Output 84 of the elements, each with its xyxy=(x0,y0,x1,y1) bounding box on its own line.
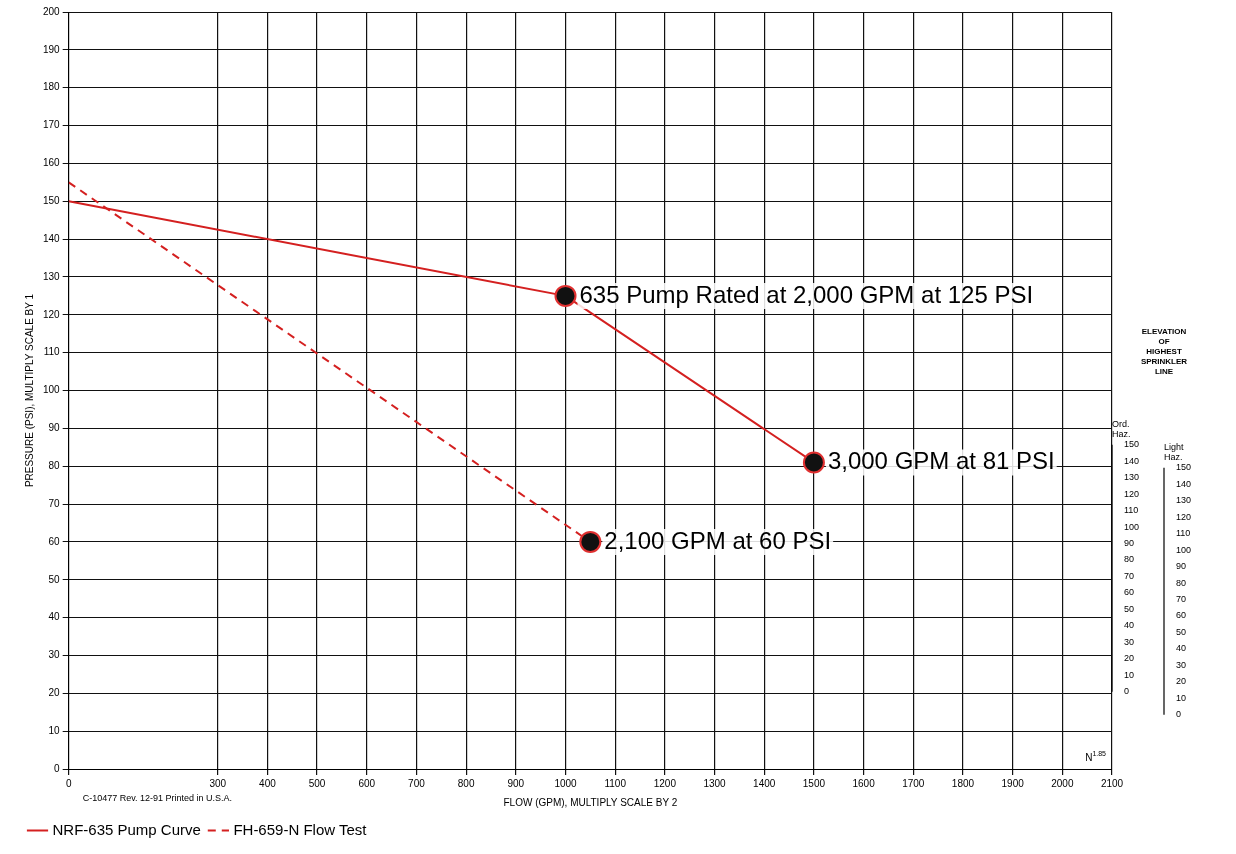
y3-tick-label: 150 xyxy=(1176,462,1192,473)
text: C-10477 Rev. 12-91 Printed in U.S.A. xyxy=(82,793,233,804)
y2-tick-label: 140 xyxy=(1124,455,1140,466)
y2-tick-label: 150 xyxy=(1124,439,1140,450)
y3-tick-label: 40 xyxy=(1176,643,1187,654)
x-tick-label: 1500 xyxy=(802,777,826,789)
x-tick-label: 1700 xyxy=(902,777,925,789)
y-tick-label: 120 xyxy=(43,308,61,320)
x-tick-label: 800 xyxy=(457,777,475,789)
x-tick-label: 1900 xyxy=(1001,777,1025,789)
y-tick-label: 50 xyxy=(48,573,61,585)
y-tick-label: 140 xyxy=(43,232,61,244)
y-tick-label: 130 xyxy=(43,270,61,282)
x-tick-label: 900 xyxy=(507,777,525,789)
y-tick-label: 30 xyxy=(48,649,61,661)
x-tick-label: 0 xyxy=(65,777,72,789)
y3-axis-title: Light Haz. xyxy=(1164,442,1185,463)
y-tick-label: 100 xyxy=(43,384,61,396)
x-tick-label: 1000 xyxy=(554,777,578,789)
y2-tick-label: 10 xyxy=(1124,669,1135,680)
x-tick-label: 400 xyxy=(259,777,277,789)
text: ELEVATION OF HIGHEST SPRINKLER LINE xyxy=(1140,327,1188,377)
x-axis-title: FLOW (GPM), MULTIPLY SCALE BY 2 xyxy=(503,796,678,808)
y2-axis-title: Ord. Haz. xyxy=(1112,419,1131,440)
y-tick-label: 10 xyxy=(48,724,61,736)
y-tick-label: 90 xyxy=(48,422,61,434)
y2-tick-label: 120 xyxy=(1124,488,1140,499)
x-tick-label: 1200 xyxy=(653,777,677,789)
y2-tick-label: 60 xyxy=(1124,587,1135,598)
x-tick-label: 1600 xyxy=(852,777,876,789)
y2-tick-label: 70 xyxy=(1124,570,1135,581)
y3-tick-label: 100 xyxy=(1176,544,1192,555)
y-tick-label: 200 xyxy=(43,5,61,17)
x-tick-label: 700 xyxy=(408,777,426,789)
y2-tick-label: 50 xyxy=(1124,603,1135,614)
y3-tick-label: 70 xyxy=(1176,593,1187,604)
y3-tick-label: 80 xyxy=(1176,577,1187,588)
x-tick-label: 2000 xyxy=(1051,777,1074,789)
x-tick-label: 1400 xyxy=(753,777,776,789)
y2-tick-label: 90 xyxy=(1124,538,1135,549)
data-label: 2,100 GPM at 60 PSI xyxy=(604,526,832,554)
x-tick-label: 500 xyxy=(308,777,326,789)
x-tick-label: 300 xyxy=(209,777,227,789)
y3-tick-label: 90 xyxy=(1176,561,1187,572)
y3-tick-label: 0 xyxy=(1176,709,1182,720)
y-tick-label: 40 xyxy=(48,611,61,623)
y-tick-label: 160 xyxy=(43,157,61,169)
y3-tick-label: 50 xyxy=(1176,626,1187,637)
x-tick-label: 600 xyxy=(358,777,376,789)
x-tick-label: 2100 xyxy=(1100,777,1124,789)
y3-tick-label: 20 xyxy=(1176,676,1187,687)
y2-tick-label: 30 xyxy=(1124,636,1135,647)
y-tick-label: 180 xyxy=(43,81,61,93)
y-tick-label: 80 xyxy=(48,459,61,471)
y3-tick-label: 10 xyxy=(1176,692,1187,703)
y-tick-label: 110 xyxy=(43,346,61,358)
legend-label: NRF-635 Pump Curve xyxy=(52,820,201,838)
y2-tick-label: 20 xyxy=(1124,653,1135,664)
y2-tick-label: 110 xyxy=(1124,505,1139,516)
y-tick-label: 0 xyxy=(54,762,61,774)
y3-tick-label: 130 xyxy=(1176,495,1192,506)
y2-tick-label: 40 xyxy=(1124,620,1135,631)
y-tick-label: 150 xyxy=(43,195,61,206)
y3-tick-label: 120 xyxy=(1176,511,1192,522)
y-tick-label: 170 xyxy=(43,119,61,131)
y2-tick-label: 130 xyxy=(1124,472,1140,483)
y3-tick-label: 60 xyxy=(1176,610,1187,621)
x-tick-label: 1800 xyxy=(951,777,975,789)
y-axis-title: PRESSURE (PSI), MULTIPLY SCALE BY 1 xyxy=(23,293,35,488)
data-label: 3,000 GPM at 81 PSI xyxy=(827,447,1055,475)
legend-label: FH-659-N Flow Test xyxy=(233,820,368,838)
y-tick-label: 60 xyxy=(48,535,61,547)
y3-tick-label: 110 xyxy=(1176,528,1191,539)
x-tick-label: 1300 xyxy=(703,777,727,789)
y2-tick-label: 0 xyxy=(1124,686,1130,697)
y2-tick-label: 80 xyxy=(1124,554,1135,565)
y-tick-label: 20 xyxy=(48,687,61,699)
y2-tick-label: 100 xyxy=(1124,521,1140,532)
y3-tick-label: 140 xyxy=(1176,478,1192,489)
y3-tick-label: 30 xyxy=(1176,659,1187,670)
y-tick-label: 190 xyxy=(43,43,61,55)
data-label: 635 Pump Rated at 2,000 GPM at 125 PSI xyxy=(579,280,1034,308)
y-tick-label: 70 xyxy=(48,497,61,509)
x-tick-label: 1100 xyxy=(604,777,627,789)
